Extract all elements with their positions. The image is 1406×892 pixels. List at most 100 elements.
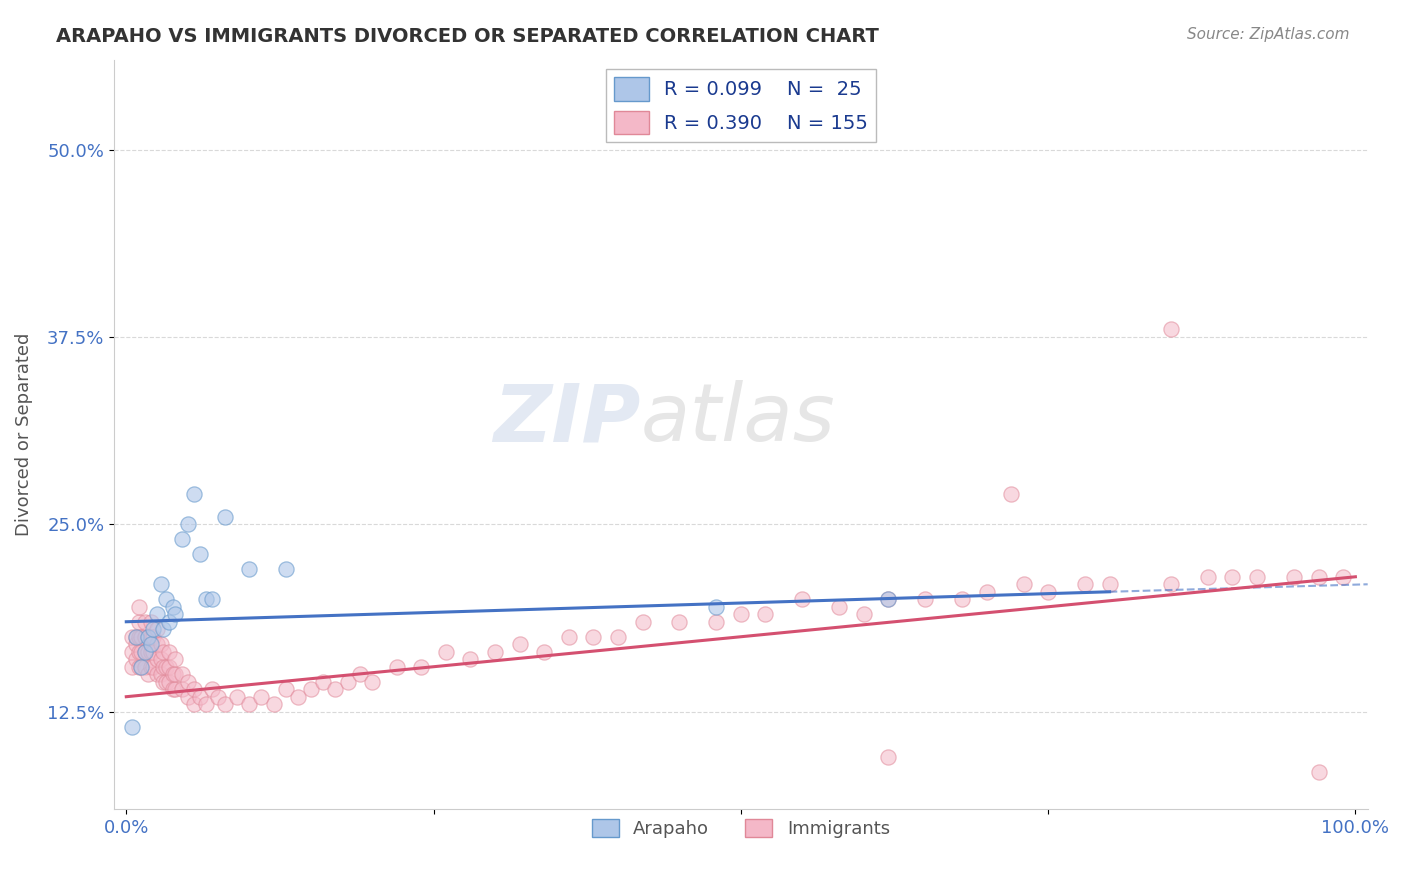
Point xyxy=(238,562,260,576)
Point xyxy=(142,630,165,644)
Point xyxy=(138,630,160,644)
Point xyxy=(1331,570,1354,584)
Point xyxy=(225,690,247,704)
Point xyxy=(125,630,148,644)
Point xyxy=(121,645,143,659)
Point xyxy=(1308,570,1330,584)
Text: ARAPAHO VS IMMIGRANTS DIVORCED OR SEPARATED CORRELATION CHART: ARAPAHO VS IMMIGRANTS DIVORCED OR SEPARA… xyxy=(56,27,879,45)
Point xyxy=(668,615,690,629)
Point xyxy=(754,607,776,622)
Point xyxy=(1160,322,1182,336)
Point xyxy=(183,697,205,711)
Point xyxy=(263,697,285,711)
Point xyxy=(129,659,152,673)
Point xyxy=(128,599,150,614)
Point xyxy=(914,592,936,607)
Point xyxy=(146,622,169,636)
Point xyxy=(125,652,148,666)
Point xyxy=(170,667,193,681)
Point xyxy=(139,659,162,673)
Point xyxy=(877,592,900,607)
Point xyxy=(828,599,851,614)
Point xyxy=(558,630,581,644)
Point xyxy=(146,652,169,666)
Point xyxy=(336,674,359,689)
Point xyxy=(1000,487,1022,501)
Point xyxy=(877,592,900,607)
Point xyxy=(877,749,900,764)
Point xyxy=(385,659,408,673)
Point xyxy=(201,592,224,607)
Point xyxy=(201,682,224,697)
Point xyxy=(149,667,172,681)
Point xyxy=(195,592,218,607)
Point xyxy=(149,577,172,591)
Point xyxy=(146,637,169,651)
Point xyxy=(361,674,384,689)
Point xyxy=(152,645,174,659)
Point xyxy=(138,645,160,659)
Point xyxy=(152,659,174,673)
Point xyxy=(162,599,184,614)
Point xyxy=(195,697,218,711)
Point xyxy=(533,645,555,659)
Point xyxy=(1098,577,1121,591)
Point xyxy=(125,637,148,651)
Point xyxy=(142,659,165,673)
Point xyxy=(152,674,174,689)
Point xyxy=(146,667,169,681)
Point xyxy=(128,659,150,673)
Point xyxy=(155,659,177,673)
Point xyxy=(188,690,211,704)
Legend: Arapaho, Immigrants: Arapaho, Immigrants xyxy=(585,812,897,845)
Point xyxy=(484,645,506,659)
Point xyxy=(1308,764,1330,779)
Point xyxy=(146,607,169,622)
Point xyxy=(128,630,150,644)
Point xyxy=(165,607,187,622)
Point xyxy=(509,637,531,651)
Point xyxy=(299,682,322,697)
Point xyxy=(1246,570,1268,584)
Point xyxy=(129,645,152,659)
Point xyxy=(125,630,148,644)
Point xyxy=(582,630,605,644)
Point xyxy=(238,697,260,711)
Point xyxy=(138,667,160,681)
Point xyxy=(157,659,180,673)
Point xyxy=(157,674,180,689)
Point xyxy=(134,659,156,673)
Point xyxy=(121,630,143,644)
Point xyxy=(142,622,165,636)
Point xyxy=(434,645,457,659)
Point xyxy=(631,615,654,629)
Point xyxy=(129,659,152,673)
Point xyxy=(155,674,177,689)
Point xyxy=(1222,570,1244,584)
Point xyxy=(1012,577,1035,591)
Point xyxy=(134,645,156,659)
Point xyxy=(323,682,346,697)
Point xyxy=(1036,584,1059,599)
Point xyxy=(730,607,752,622)
Text: atlas: atlas xyxy=(641,380,835,458)
Point xyxy=(207,690,229,704)
Point xyxy=(177,690,200,704)
Point xyxy=(139,630,162,644)
Point xyxy=(460,652,482,666)
Point xyxy=(128,615,150,629)
Point xyxy=(177,674,200,689)
Point xyxy=(139,615,162,629)
Point xyxy=(274,682,297,697)
Point xyxy=(162,682,184,697)
Point xyxy=(134,630,156,644)
Point xyxy=(1074,577,1097,591)
Point xyxy=(852,607,875,622)
Point xyxy=(214,509,236,524)
Point xyxy=(128,645,150,659)
Point xyxy=(170,533,193,547)
Point xyxy=(162,667,184,681)
Text: Source: ZipAtlas.com: Source: ZipAtlas.com xyxy=(1187,27,1350,42)
Point xyxy=(129,630,152,644)
Point xyxy=(152,622,174,636)
